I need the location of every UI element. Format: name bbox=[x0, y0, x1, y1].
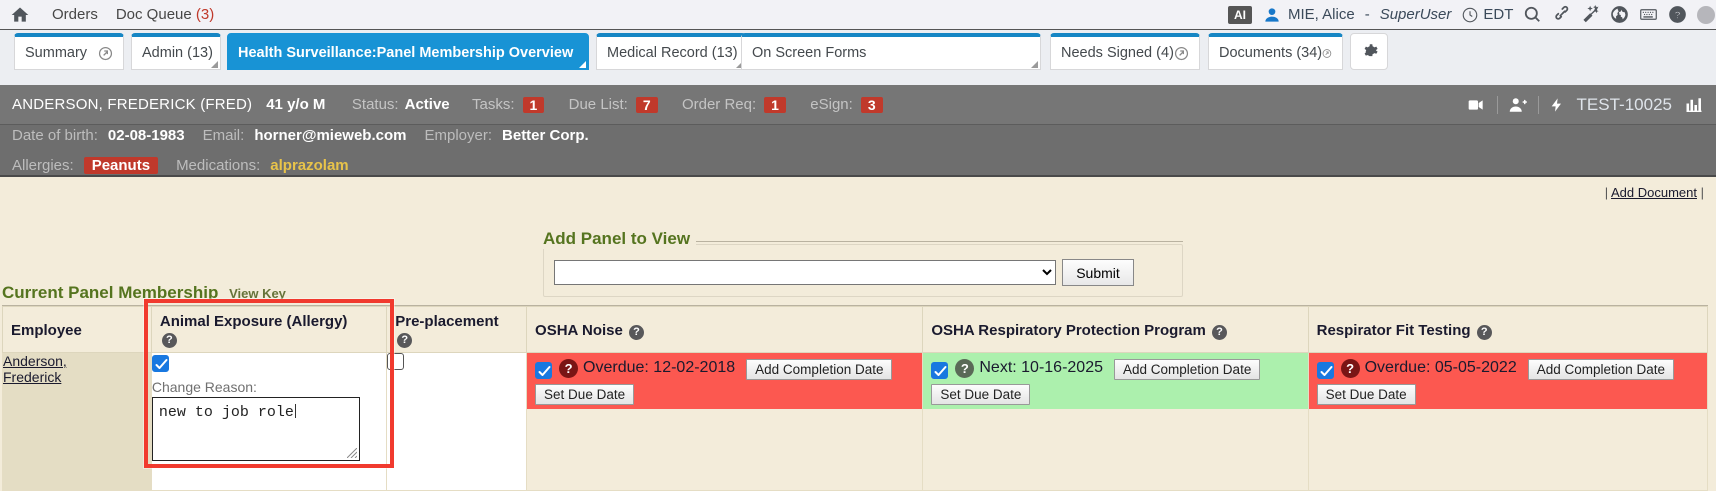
svg-text:?: ? bbox=[1675, 10, 1681, 21]
